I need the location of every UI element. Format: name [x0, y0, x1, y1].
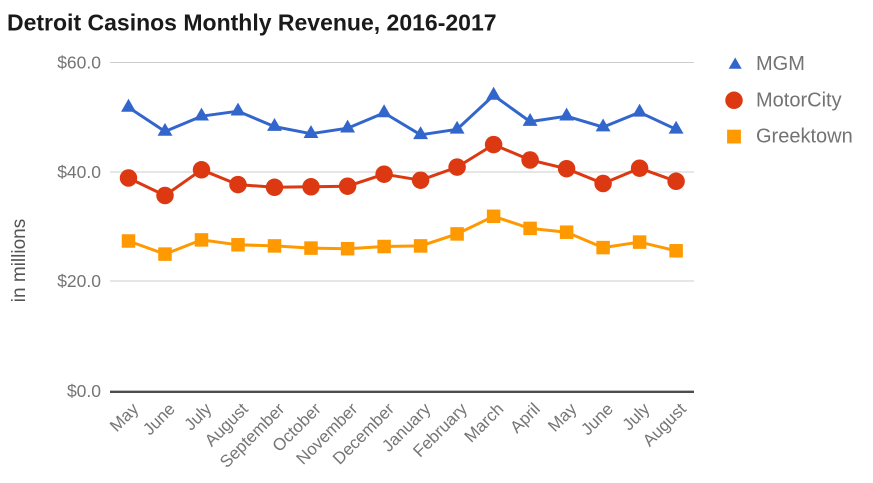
svg-text:Greektown: Greektown: [756, 126, 853, 148]
svg-text:MotorCity: MotorCity: [756, 89, 842, 111]
svg-text:Detroit Casinos Monthly Revenu: Detroit Casinos Monthly Revenue, 2016-20…: [7, 10, 497, 36]
svg-text:$40.0: $40.0: [57, 162, 101, 182]
svg-text:$60.0: $60.0: [57, 53, 101, 73]
svg-text:$0.0: $0.0: [67, 381, 101, 401]
svg-text:MGM: MGM: [756, 53, 805, 75]
svg-text:in millions: in millions: [9, 219, 30, 302]
svg-text:$20.0: $20.0: [57, 271, 101, 291]
